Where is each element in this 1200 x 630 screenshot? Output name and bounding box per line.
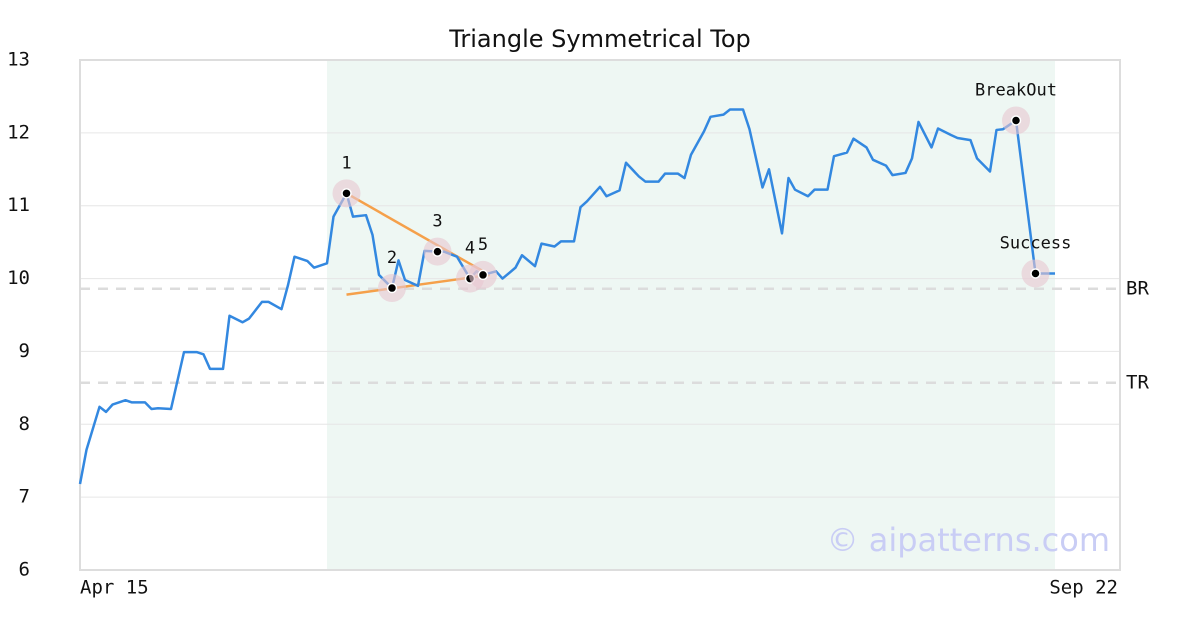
y-tick-label: 8 xyxy=(19,413,30,435)
point-label: 5 xyxy=(478,235,488,255)
pattern-point xyxy=(477,269,489,281)
y-tick-label: 9 xyxy=(19,340,30,362)
point-label: Success xyxy=(1000,233,1072,253)
x-tick-label: Sep 22 xyxy=(1049,577,1118,599)
pattern-point xyxy=(432,246,443,257)
chart-title: Triangle Symmetrical Top xyxy=(448,25,751,53)
level-label: TR xyxy=(1126,371,1149,393)
watermark: © aipatterns.com xyxy=(827,521,1110,559)
point-label: 1 xyxy=(341,153,351,173)
pattern-point xyxy=(386,282,398,294)
plot-frame xyxy=(79,59,1121,571)
y-tick-label: 11 xyxy=(7,194,30,216)
point-label: 3 xyxy=(432,212,442,232)
y-tick-label: 6 xyxy=(19,559,30,581)
shaded-region xyxy=(327,60,1055,570)
y-tick-label: 12 xyxy=(7,121,30,143)
point-label: 4 xyxy=(465,239,475,259)
y-tick-label: 7 xyxy=(19,486,30,508)
pattern-point xyxy=(1030,268,1041,279)
point-label: 2 xyxy=(387,248,397,268)
pattern-point xyxy=(1010,115,1022,126)
level-label: BR xyxy=(1126,277,1149,299)
y-tick-label: 13 xyxy=(7,49,30,71)
y-tick-label: 10 xyxy=(7,267,30,289)
price-line xyxy=(78,108,1055,485)
x-tick-label: Apr 15 xyxy=(80,577,149,599)
pattern-point xyxy=(341,188,352,199)
point-label: BreakOut xyxy=(975,80,1057,100)
trendline xyxy=(345,192,491,277)
